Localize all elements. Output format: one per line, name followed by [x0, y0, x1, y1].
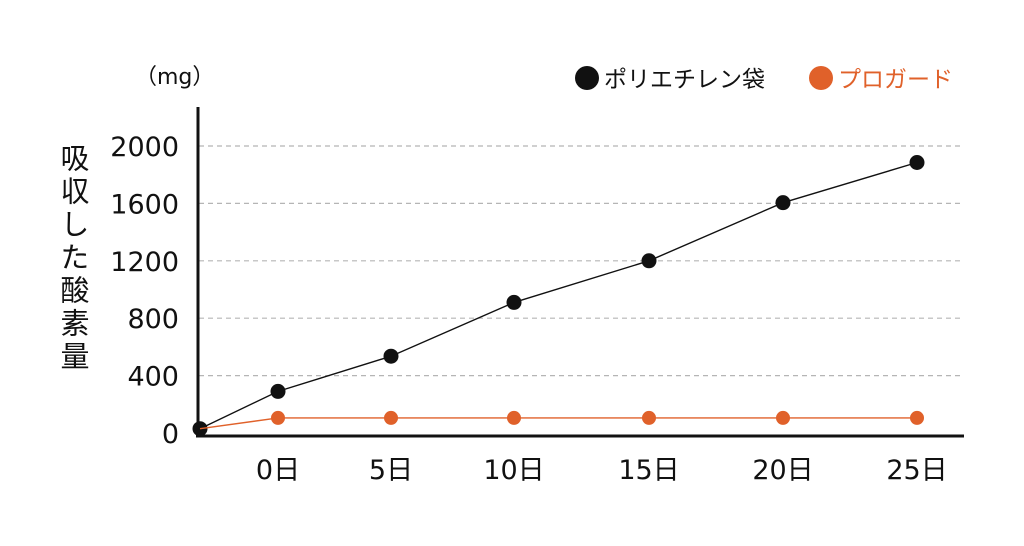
y-tick-labels: 0 400 800 1200 1600 2000: [110, 132, 179, 450]
y-tick-label: 1200: [110, 247, 179, 278]
grid-lines: [199, 145, 964, 377]
data-point: [775, 195, 791, 211]
series-1: [192, 155, 925, 437]
data-point: [642, 410, 656, 425]
x-tick-label: 15日: [618, 455, 679, 486]
x-tick-label: 0日: [256, 455, 300, 486]
legend-marker: [575, 66, 599, 90]
data-point: [383, 348, 399, 364]
data-point: [506, 294, 522, 310]
data-point: [909, 155, 925, 171]
x-tick-label: 20日: [752, 455, 813, 486]
y-tick-label: 0: [162, 419, 179, 450]
x-tick-label: 25日: [886, 455, 947, 486]
unit-label: （mg）: [135, 65, 214, 90]
series-2: [199, 410, 924, 430]
series-line: [199, 161, 918, 430]
y-tick-label: 800: [127, 304, 179, 335]
legend-label: プロガード: [838, 67, 953, 93]
x-tick-labels: 0日 5日 10日 15日 20日 25日: [256, 455, 948, 486]
axes: [196, 107, 964, 438]
y-tick-label: 1600: [110, 189, 179, 220]
legend-marker: [809, 66, 833, 90]
data-point: [641, 253, 657, 269]
series-line: [199, 417, 917, 430]
series-group: [192, 155, 925, 437]
data-point: [507, 410, 521, 425]
data-point: [910, 410, 924, 425]
y-axis-label: 吸収した酸素量: [56, 143, 90, 374]
y-tick-label: 400: [127, 362, 179, 393]
legend-label: ポリエチレン袋: [604, 67, 765, 93]
x-tick-label: 5日: [369, 455, 413, 486]
x-tick-label: 10日: [483, 455, 544, 486]
y-tick-label: 2000: [110, 132, 179, 163]
data-point: [776, 410, 790, 425]
data-point: [271, 410, 285, 425]
legend: ポリエチレン袋 プロガード: [575, 66, 953, 93]
data-point: [270, 383, 286, 399]
data-point: [384, 410, 398, 425]
